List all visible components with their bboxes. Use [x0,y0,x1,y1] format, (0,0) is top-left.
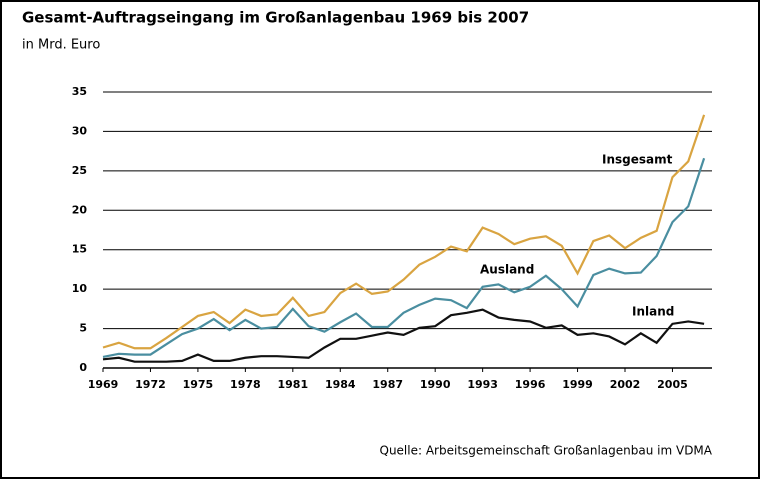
x-tick-label: 1981 [278,378,309,391]
chart-title: Gesamt-Auftragseingang im Großanlagenbau… [22,9,529,27]
series-label: Ausland [480,263,534,277]
x-tick-label: 1990 [420,378,451,391]
y-tick-label: 20 [72,203,88,216]
x-tick-label: 2002 [610,378,641,391]
y-tick-label: 5 [79,322,87,335]
series-line [102,114,706,350]
series-label: Inland [632,305,674,319]
x-tick-label: 1969 [88,378,119,391]
y-tick-label: 10 [72,282,88,295]
x-tick-label: 1996 [515,378,546,391]
x-tick-label: 1999 [562,378,593,391]
x-tick-label: 1978 [230,378,261,391]
y-tick-label: 25 [72,164,87,177]
chart-subtitle: in Mrd. Euro [22,38,100,53]
y-tick-label: 35 [72,85,87,98]
y-tick-label: 15 [72,243,87,256]
x-tick-label: 1987 [372,378,403,391]
series-line [102,157,706,359]
y-tick-label: 0 [79,361,87,374]
y-tick-label: 30 [72,124,88,137]
series-line [102,308,705,363]
x-tick-label: 1984 [325,378,356,391]
x-tick-label: 1993 [467,378,498,391]
x-tick-label: 1975 [183,378,214,391]
x-tick-label: 1972 [135,378,166,391]
series-label: Insgesamt [602,153,673,167]
x-tick-label: 2005 [657,378,688,391]
source: Quelle: Arbeitsgemeinschaft Großanlagenb… [380,444,713,458]
